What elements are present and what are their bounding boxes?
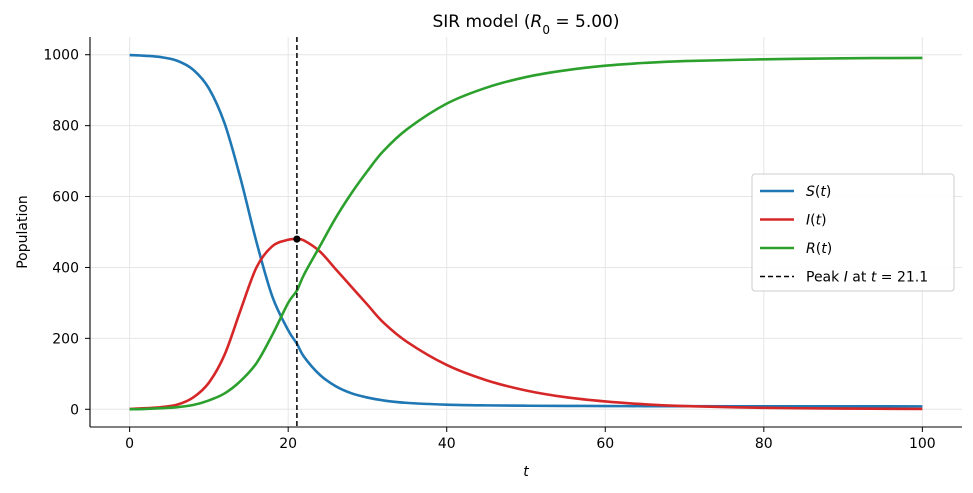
- axes: [85, 37, 962, 432]
- x-axis-label: t: [523, 464, 529, 480]
- legend-label-peak: Peak I at t = 21.1: [806, 270, 928, 286]
- y-tick-label: 0: [70, 402, 79, 418]
- x-tick-label: 60: [596, 436, 614, 452]
- legend-box: [751, 173, 955, 292]
- x-tick-label: 20: [279, 436, 297, 452]
- series-line-i: [129, 237, 923, 411]
- legend-label-s: S(t): [806, 184, 831, 200]
- y-tick-label: 200: [52, 331, 79, 347]
- chart-title: SIR model (R0 = 5.00): [433, 12, 620, 37]
- series-line-r: [129, 56, 923, 411]
- y-tick-label: 600: [52, 190, 79, 206]
- series-line-s: [129, 53, 923, 408]
- legend-label-i: I(t): [806, 213, 827, 229]
- peak-point: [293, 235, 301, 243]
- legend-label-r: R(t): [806, 241, 832, 257]
- x-tick-label: 100: [909, 436, 936, 452]
- y-axis-label: Population: [15, 195, 31, 269]
- series-lines: [129, 37, 923, 427]
- x-tick-label: 40: [438, 436, 456, 452]
- x-tick-label: 80: [755, 436, 773, 452]
- y-tick-label: 800: [52, 119, 79, 135]
- y-tick-label: 400: [52, 260, 79, 276]
- x-tick-label: 0: [125, 436, 134, 452]
- legend: S(t) I(t) R(t) Peak I at t = 21.1: [751, 173, 955, 292]
- y-tick-label: 1000: [43, 48, 79, 64]
